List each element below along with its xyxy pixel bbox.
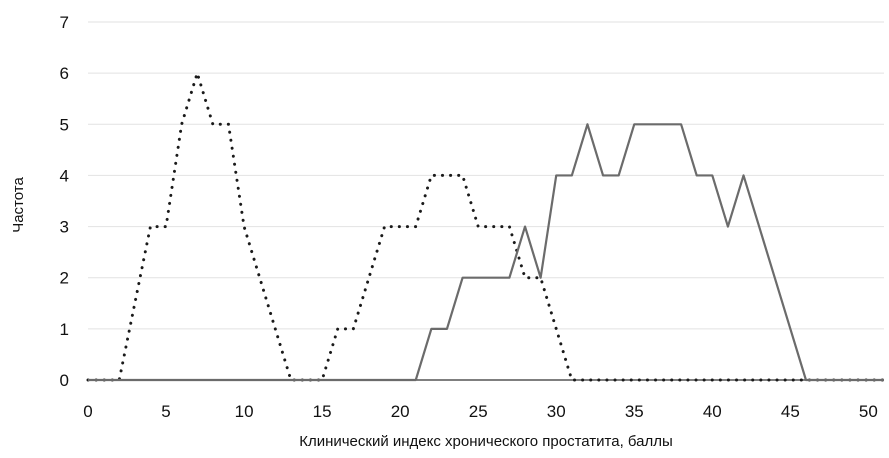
grid-lines <box>88 21 884 330</box>
y-tick-label: 5 <box>60 115 69 134</box>
y-tick-label: 7 <box>60 13 69 32</box>
x-tick-label: 50 <box>859 402 878 421</box>
x-tick-label: 5 <box>161 402 170 421</box>
x-tick-label: 0 <box>83 402 92 421</box>
series-line-dotted <box>86 71 886 382</box>
y-tick-label: 4 <box>60 166 69 185</box>
x-tick-label: 20 <box>391 402 410 421</box>
x-tick-label: 15 <box>313 402 332 421</box>
x-tick-label: 10 <box>235 402 254 421</box>
x-tick-label: 25 <box>469 402 488 421</box>
x-axis-title: Клинический индекс хронического простати… <box>299 433 673 450</box>
y-tick-label: 1 <box>60 320 69 339</box>
x-tick-label: 40 <box>703 402 722 421</box>
y-axis-title: Частота <box>10 177 27 233</box>
series-line-solid <box>88 123 884 382</box>
x-tick-label: 30 <box>547 402 566 421</box>
y-tick-label: 2 <box>60 269 69 288</box>
y-tick-label: 3 <box>60 218 69 237</box>
y-tick-label: 6 <box>60 64 69 83</box>
x-tick-label: 45 <box>781 402 800 421</box>
data-series <box>86 71 886 382</box>
x-tick-label: 35 <box>625 402 644 421</box>
y-tick-label: 0 <box>60 371 69 390</box>
